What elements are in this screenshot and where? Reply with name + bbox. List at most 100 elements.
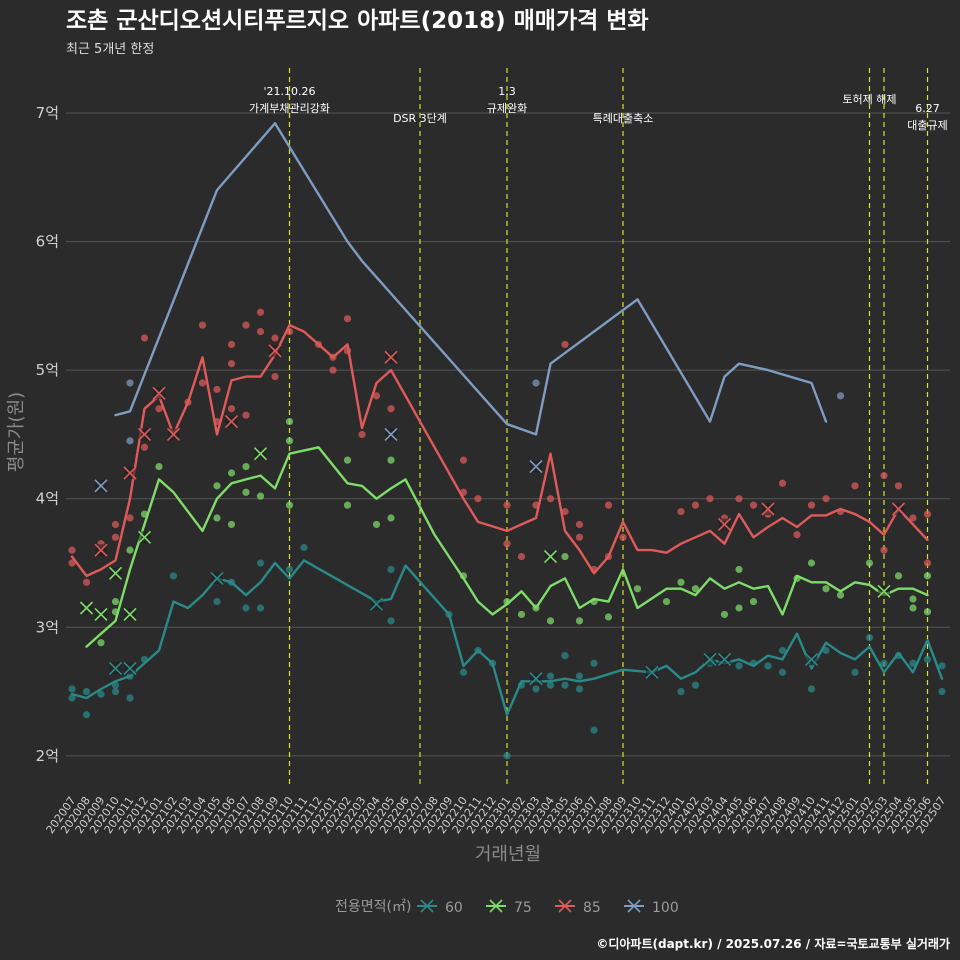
y-tick-label: 6억 — [36, 233, 59, 251]
scatter-point-75 — [677, 578, 685, 586]
y-tick-label: 3억 — [36, 618, 59, 636]
scatter-point-85 — [256, 308, 265, 316]
scatter-point-85 — [793, 531, 801, 539]
scatter-point-85 — [140, 443, 149, 451]
scatter-point-85 — [561, 340, 569, 349]
scatter-point-60 — [822, 646, 830, 655]
cross-marker-100 — [529, 460, 543, 474]
scatter-point-60 — [459, 668, 468, 676]
scatter-point-85 — [880, 471, 888, 480]
cross-marker-85 — [137, 427, 152, 441]
scatter-point-75 — [807, 559, 816, 567]
scatter-point-60 — [68, 694, 76, 702]
event-label: 토허제 해제 — [842, 92, 896, 106]
scatter-point-60 — [561, 651, 569, 660]
scatter-point-60 — [256, 604, 265, 612]
scatter-point-85 — [778, 479, 787, 487]
scatter-point-85 — [271, 334, 279, 342]
scatter-point-75 — [909, 595, 917, 603]
scatter-point-60 — [169, 572, 178, 580]
scatter-point-85 — [546, 495, 555, 503]
legend-key-cross-100 — [627, 899, 641, 913]
scatter-point-60 — [285, 565, 294, 574]
scatter-point-85 — [68, 559, 76, 567]
scatter-point-85 — [198, 379, 207, 387]
scatter-point-60 — [68, 685, 76, 693]
event-label: 1.3 — [498, 85, 516, 98]
scatter-point-85 — [807, 501, 816, 509]
scatter-point-75 — [256, 492, 265, 500]
scatter-point-60 — [242, 604, 250, 612]
scatter-point-85 — [503, 540, 511, 548]
scatter-point-75 — [909, 604, 917, 612]
scatter-point-85 — [575, 533, 584, 541]
legend-label-60: 60 — [445, 900, 463, 916]
legend-label-100: 100 — [652, 900, 679, 916]
scatter-point-85 — [155, 405, 163, 413]
scatter-point-60 — [387, 565, 395, 574]
cross-marker-60 — [369, 597, 384, 611]
scatter-point-60 — [126, 694, 134, 702]
scatter-point-85 — [126, 514, 134, 522]
legend-key-cross-75 — [489, 899, 503, 913]
scatter-point-85 — [561, 507, 569, 516]
scatter-point-60 — [82, 711, 91, 719]
scatter-point-60 — [575, 685, 584, 693]
scatter-point-85 — [923, 510, 932, 518]
cross-marker-85 — [123, 466, 137, 480]
cross-marker-60 — [108, 661, 123, 675]
scatter-point-75 — [387, 456, 395, 464]
scatter-point-60 — [909, 659, 917, 667]
scatter-point-60 — [561, 681, 569, 689]
scatter-point-75 — [285, 501, 294, 509]
chart-subtitle: 최근 5개년 한정 — [66, 42, 154, 57]
scatter-point-75 — [242, 488, 250, 496]
x-axis-title: 거래년월 — [475, 844, 541, 865]
scatter-point-60 — [938, 687, 946, 696]
scatter-point-85 — [111, 520, 120, 529]
scatter-point-75 — [387, 514, 395, 522]
series-line-85 — [70, 323, 929, 578]
cross-markers — [79, 344, 906, 686]
scatter-point-100 — [532, 379, 540, 387]
scatter-point-85 — [894, 482, 903, 490]
cross-marker-85 — [166, 427, 181, 441]
scatter-point-85 — [691, 501, 700, 509]
scatter-point-75 — [546, 617, 555, 625]
scatter-point-60 — [82, 687, 91, 696]
cross-marker-75 — [543, 550, 558, 564]
scatter-point-60 — [111, 687, 120, 696]
cross-marker-75 — [108, 566, 123, 580]
scatter-point-85 — [619, 533, 627, 541]
scatter-point-60 — [532, 685, 540, 693]
scatter-point-60 — [503, 752, 511, 760]
scatter-point-75 — [285, 437, 294, 445]
scatter-point-85 — [909, 514, 917, 522]
cross-marker-85 — [384, 350, 398, 364]
scatter-point-60 — [865, 633, 874, 642]
cross-marker-75 — [123, 607, 137, 621]
scatter-point-60 — [677, 687, 685, 696]
y-tick-label: 2억 — [36, 747, 59, 765]
scatter-point-75 — [372, 520, 381, 529]
scatter-point-75 — [749, 597, 758, 606]
scatter-point-60 — [546, 672, 555, 680]
legend: 전용면적(㎡) 60 75 85 100 — [335, 899, 679, 916]
scatter-point-85 — [880, 546, 888, 554]
scatter-point-60 — [938, 662, 946, 670]
scatter-point-75 — [575, 617, 584, 625]
cross-marker-60 — [210, 571, 224, 585]
cross-marker-85 — [891, 502, 906, 516]
scatter-point-85 — [82, 578, 91, 586]
scatter-point-60 — [923, 655, 932, 664]
scatter-point-85 — [256, 327, 265, 336]
cross-marker-85 — [152, 386, 166, 400]
cross-marker-60 — [645, 665, 659, 679]
scatter-point-85 — [677, 507, 685, 516]
scatter-point-75 — [242, 462, 250, 471]
scatter-point-75 — [517, 610, 526, 619]
scatter-point-85 — [387, 405, 395, 413]
scatter-point-85 — [242, 321, 250, 329]
scatter-point-75 — [735, 565, 743, 574]
